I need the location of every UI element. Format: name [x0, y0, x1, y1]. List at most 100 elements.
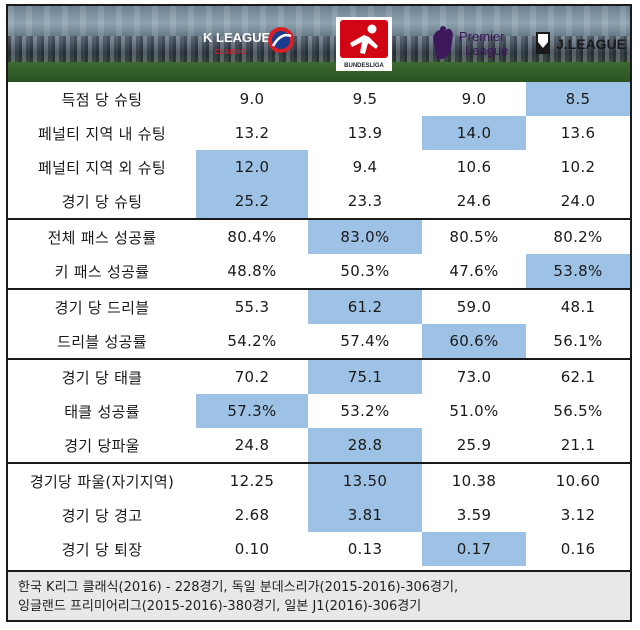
j-league-logo-text: J.LEAGUE: [556, 36, 626, 52]
stats-row: 경기 당 슈팅 25.2 23.3 24.6 24.0: [8, 184, 630, 219]
stat-label: 득점 당 슈팅: [61, 90, 143, 109]
stat-label: 경기당 파울(자기지역): [8, 462, 196, 498]
stat-value-best: 57.3%: [196, 394, 308, 428]
stat-value: 24.6: [456, 192, 492, 210]
stat-value: 2.68: [234, 506, 270, 524]
stat-value: 57.4%: [340, 332, 390, 350]
stats-row: 태클 성공률 57.3% 53.2% 51.0% 56.5%: [8, 394, 630, 428]
stadium-pitch: [8, 62, 630, 82]
stat-label: 전체 패스 성공률: [8, 218, 196, 254]
stats-comparison-card: K LEAGUE CLASSIC BUNDESLIGA Premier: [6, 4, 632, 622]
stat-value-best: 61.2: [308, 288, 422, 324]
stat-value: 56.1%: [553, 332, 603, 350]
stat-value: 0.16: [560, 540, 596, 558]
stat-value: 10.6: [456, 158, 492, 176]
stat-value: 9.0: [239, 90, 265, 108]
stat-value-best: 53.8%: [526, 254, 630, 289]
stats-row: 드리블 성공률 54.2% 57.4% 60.6% 56.1%: [8, 324, 630, 359]
stat-label: 태클 성공률: [64, 402, 140, 421]
stats-table: 득점 당 슈팅 9.0 9.5 9.0 8.5 페널티 지역 내 슈팅 13.2 13.9 14…: [8, 82, 630, 566]
stat-value-best: 14.0: [422, 116, 526, 150]
stat-label: 드리블 성공률: [57, 332, 147, 351]
stadium-lights: [8, 6, 630, 36]
stat-label: 페널티 지역 외 슈팅: [37, 158, 166, 177]
stat-value: 12.25: [196, 462, 308, 498]
k-league-logo-subtext: CLASSIC: [215, 49, 246, 56]
stat-value: 70.2: [196, 358, 308, 394]
stat-value-best: 83.0%: [308, 218, 422, 254]
stat-value: 54.2%: [227, 332, 277, 350]
stat-label: 경기 당 경고: [61, 506, 143, 525]
stats-row: 경기 당 드리블 55.3 61.2 59.0 48.1: [8, 288, 630, 324]
stat-value: 10.2: [560, 158, 596, 176]
k-league-logo-text: K LEAGUE: [203, 30, 271, 45]
stat-value: 24.0: [560, 192, 596, 210]
stats-row: 전체 패스 성공률 80.4% 83.0% 80.5% 80.2%: [8, 218, 630, 254]
stat-value-best: 60.6%: [422, 324, 526, 359]
stat-label: 경기 당 슈팅: [61, 192, 143, 211]
stat-value-best: 25.2: [196, 184, 308, 219]
stat-value: 51.0%: [449, 402, 499, 420]
stat-value: 47.6%: [449, 262, 499, 280]
stat-label: 경기 당 퇴장: [61, 540, 143, 559]
source-footnote: 한국 K리그 클래식(2016) - 228경기, 독일 분데스리가(2015-…: [8, 570, 630, 620]
stat-value-best: 28.8: [308, 428, 422, 463]
k-league-logo: K LEAGUE CLASSIC: [198, 6, 300, 82]
stat-value: 53.2%: [340, 402, 390, 420]
footnote-line-1: 한국 K리그 클래식(2016) - 228경기, 독일 분데스리가(2015-…: [18, 580, 459, 595]
stat-value: 13.6: [560, 124, 596, 142]
stat-value: 0.13: [347, 540, 383, 558]
stat-label: 경기 당 태클: [8, 358, 196, 394]
stat-value-best: 3.81: [308, 498, 422, 532]
stats-row: 경기 당 경고 2.68 3.81 3.59 3.12: [8, 498, 630, 532]
footnote-line-2: 잉글랜드 프리미어리그(2015-2016)-380경기, 일본 J1(2016…: [18, 599, 422, 614]
stats-row: 페널티 지역 외 슈팅 12.0 9.4 10.6 10.2: [8, 150, 630, 184]
stat-value-best: 13.50: [308, 462, 422, 498]
bundesliga-logo-text: BUNDESLIGA: [344, 63, 384, 69]
stat-value: 62.1: [526, 358, 630, 394]
stat-value: 80.5%: [422, 218, 526, 254]
stat-value: 73.0: [422, 358, 526, 394]
stat-value: 59.0: [422, 288, 526, 324]
stat-value-best: 8.5: [526, 82, 630, 116]
stat-value: 55.3: [196, 288, 308, 324]
stat-value: 23.3: [347, 192, 383, 210]
bundesliga-logo: BUNDESLIGA: [313, 6, 415, 82]
stats-row: 경기당 파울(자기지역) 12.25 13.50 10.38 10.60: [8, 462, 630, 498]
stat-value: 3.59: [456, 506, 492, 524]
stat-value: 13.2: [234, 124, 270, 142]
stat-value: 80.4%: [196, 218, 308, 254]
stats-row: 키 패스 성공률 48.8% 50.3% 47.6% 53.8%: [8, 254, 630, 289]
stat-value: 48.1: [526, 288, 630, 324]
stat-value: 0.10: [234, 540, 270, 558]
stadium-crowd: [8, 36, 630, 62]
stats-row: 경기 당 퇴장 0.10 0.13 0.17 0.16: [8, 532, 630, 566]
stat-label: 페널티 지역 내 슈팅: [37, 124, 166, 143]
stat-value: 48.8%: [227, 262, 277, 280]
stat-value: 24.8: [234, 436, 270, 454]
stat-value: 3.12: [560, 506, 596, 524]
stat-value: 9.5: [352, 90, 378, 108]
stat-value: 50.3%: [340, 262, 390, 280]
premier-league-logo-text-2: League: [465, 43, 508, 58]
stadium-banner: K LEAGUE CLASSIC BUNDESLIGA Premier: [8, 6, 630, 82]
stat-value: 56.5%: [553, 402, 603, 420]
stat-value: 9.0: [461, 90, 487, 108]
stat-value: 80.2%: [526, 218, 630, 254]
stats-row: 페널티 지역 내 슈팅 13.2 13.9 14.0 13.6: [8, 116, 630, 150]
stat-label: 키 패스 성공률: [54, 262, 150, 281]
stat-value: 9.4: [352, 158, 378, 176]
stat-value: 13.9: [347, 124, 383, 142]
stats-row: 득점 당 슈팅 9.0 9.5 9.0 8.5: [8, 82, 630, 116]
stats-row: 경기 당파울 24.8 28.8 25.9 21.1: [8, 428, 630, 463]
stats-row: 경기 당 태클 70.2 75.1 73.0 62.1: [8, 358, 630, 394]
stat-value: 10.60: [526, 462, 630, 498]
premier-league-logo: Premier League: [426, 6, 524, 82]
stat-value-best: 12.0: [196, 150, 308, 184]
j-league-logo: J.LEAGUE: [528, 6, 628, 82]
stat-label: 경기 당파울: [64, 436, 140, 455]
stat-label: 경기 당 드리블: [8, 288, 196, 324]
premier-league-logo-text: Premier: [459, 29, 505, 44]
stat-value-best: 0.17: [422, 532, 526, 566]
stat-value: 21.1: [560, 436, 596, 454]
